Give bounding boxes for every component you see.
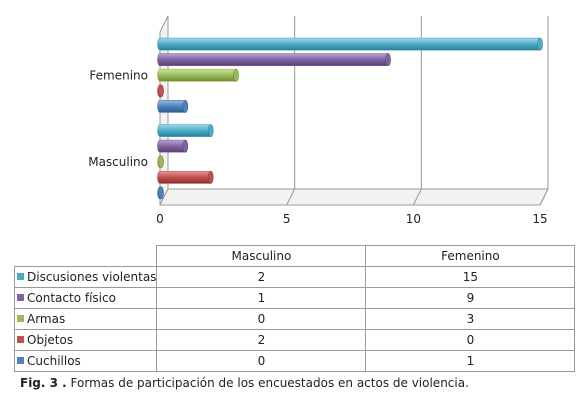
floor (159, 188, 549, 206)
table-cell: 15 (365, 266, 576, 288)
table-row: Objetos 2 0 (13, 329, 576, 351)
table-row: Contacto físico 1 9 (13, 287, 576, 309)
column-header-masculino: Masculino (156, 245, 367, 267)
legend-label: Objetos (27, 333, 74, 347)
gridline-floor (412, 188, 422, 206)
legend-label: Cuchillos (27, 354, 81, 368)
legend-label: Contacto físico (27, 291, 116, 305)
table-row: Discusiones violentas 2 15 (13, 266, 576, 288)
bar (157, 155, 164, 169)
table-cell: 0 (365, 329, 576, 351)
legend-label: Discusiones violentas (27, 270, 157, 284)
bar (157, 68, 239, 82)
table-row-label: Cuchillos (13, 350, 158, 372)
x-axis-ticks: 0 5 10 15 (156, 212, 547, 226)
table-cell: 2 (156, 329, 367, 351)
table-row-label: Objetos (13, 329, 158, 351)
caption-label: Fig. 3 . (20, 376, 67, 390)
table-cell: 2 (156, 266, 367, 288)
table-cell: 1 (156, 287, 367, 309)
bars (157, 37, 543, 200)
legend-label: Armas (27, 312, 66, 326)
table-cell: 0 (156, 308, 367, 330)
legend-swatch (17, 357, 24, 364)
legend-swatch (17, 294, 24, 301)
table-cell: 0 (156, 350, 367, 372)
gridline-floor (539, 188, 549, 206)
bar (157, 37, 543, 51)
bar (157, 124, 214, 137)
bar (157, 100, 189, 113)
category-label: Femenino (89, 68, 148, 82)
table-cell: 3 (365, 308, 576, 330)
caption-text: Formas de participación de los encuestad… (66, 376, 469, 390)
table-row: Cuchillos 0 1 (13, 350, 576, 372)
bar (157, 84, 164, 98)
x-tick-label: 0 (156, 212, 164, 226)
bar (157, 170, 214, 184)
bar-chart: 0 5 10 15 Masculino Femenino (88, 15, 549, 226)
x-tick-label: 10 (406, 212, 421, 226)
legend-swatch (17, 273, 24, 280)
table-header-row: Masculino Femenino (15, 245, 576, 267)
category-labels: Masculino Femenino (88, 68, 148, 169)
data-table: Masculino Femenino Discusiones violentas… (13, 245, 576, 372)
bar (157, 186, 164, 200)
table-row: Armas 0 3 (13, 308, 576, 330)
x-tick-label: 5 (283, 212, 291, 226)
table-cell: 1 (365, 350, 576, 372)
table-corner-cell (15, 246, 157, 267)
table-cell: 9 (365, 287, 576, 309)
legend-swatch (17, 336, 24, 343)
column-header-femenino: Femenino (365, 245, 576, 267)
legend-swatch (17, 315, 24, 322)
bar (157, 139, 189, 153)
table-row-label: Discusiones violentas (13, 266, 158, 288)
figure-caption: Fig. 3 . Formas de participación de los … (20, 376, 469, 390)
x-tick-label: 15 (532, 212, 547, 226)
gridline-floor (286, 188, 296, 206)
table-row-label: Contacto físico (13, 287, 158, 309)
table-row-label: Armas (13, 308, 158, 330)
bar (157, 53, 391, 67)
category-label: Masculino (88, 155, 148, 169)
